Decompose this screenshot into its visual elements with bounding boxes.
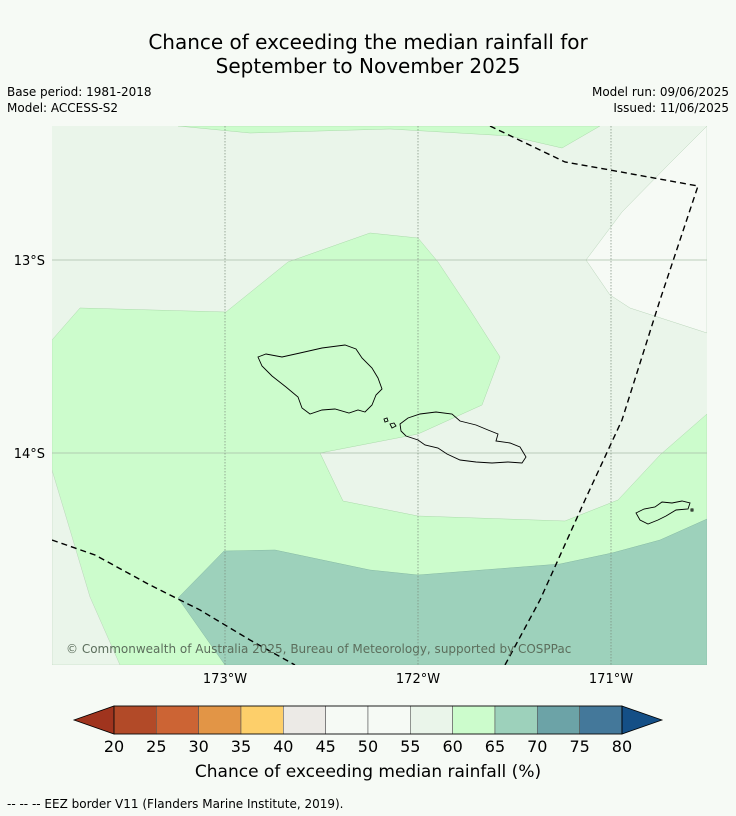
colorbar-ticks: 20 25 30 35 40 45 50 55 60 65 70 75 80 — [104, 737, 632, 756]
lon-label-172w: 172°W — [396, 672, 440, 687]
map-area: © Commonwealth of Australia 2025, Bureau… — [52, 126, 707, 665]
colorbar-segment — [367, 705, 411, 735]
islands — [257, 344, 694, 525]
model-text: Model: ACCESS-S2 — [7, 101, 119, 115]
colorbar-tick-label: 50 — [358, 737, 378, 756]
colorbar-tick-label: 65 — [485, 737, 505, 756]
eez-border — [52, 126, 699, 665]
colorbar-segment — [579, 705, 623, 735]
region-50-55 — [585, 126, 707, 334]
title-line-1: Chance of exceeding the median rainfall … — [148, 30, 588, 54]
title-line-2: September to November 2025 — [215, 54, 521, 78]
colorbar-tick-label: 25 — [146, 737, 166, 756]
aunuu-island — [690, 508, 694, 512]
colorbar-segment — [283, 705, 326, 735]
colorbar-label: Chance of exceeding median rainfall (%) — [194, 762, 542, 782]
base-period-text: Base period: 1981-2018 — [7, 85, 152, 99]
issued-text: Issued: 11/06/2025 — [613, 101, 729, 115]
region-65-70 — [177, 518, 707, 665]
meta-left: Base period: 1981-2018 Model: ACCESS-S2 — [7, 84, 152, 116]
lon-label-171w: 171°W — [589, 672, 633, 687]
eez-footnote: -- -- -- EEZ border V11 (Flanders Marine… — [7, 797, 344, 811]
tutuila-island — [635, 500, 691, 525]
colorbar-segment — [494, 705, 538, 735]
colorbar-segment — [452, 705, 496, 735]
axis-labels: 13°S 14°S 173°W 172°W 171°W — [14, 254, 634, 687]
colorbar-tick-label: 75 — [569, 737, 589, 756]
colorbar-outline — [113, 705, 623, 735]
colorbar-tick-label: 70 — [527, 737, 547, 756]
colorbar-segment — [536, 705, 580, 735]
apolima-island — [389, 422, 397, 429]
manono-island — [383, 417, 389, 423]
graticule — [52, 259, 707, 454]
colorbar-extend-low — [72, 705, 115, 735]
colorbar-extend-high — [621, 705, 664, 735]
region-55-60-southwest — [52, 469, 121, 665]
colorbar — [72, 705, 664, 735]
lat-label-14s: 14°S — [14, 447, 45, 462]
colorbar-tick-label: 20 — [104, 737, 124, 756]
copyright-text: © Commonwealth of Australia 2025, Bureau… — [66, 642, 571, 656]
colorbar-segment — [325, 705, 369, 735]
map-title: Chance of exceeding the median rainfall … — [0, 30, 736, 78]
upolu-island — [399, 411, 527, 464]
colorbar-segment — [156, 705, 199, 735]
meta-right: Model run: 09/06/2025 Issued: 11/06/2025 — [592, 84, 729, 116]
colorbar-tick-label: 80 — [612, 737, 632, 756]
colorbar-segment — [410, 705, 453, 735]
colorbar-tick-label: 35 — [231, 737, 251, 756]
colorbar-segment — [198, 705, 242, 735]
colorbar-tick-label: 40 — [273, 737, 293, 756]
region-60-65 — [52, 232, 707, 665]
colorbar-segment — [113, 705, 157, 735]
colorbar-segment — [240, 705, 284, 735]
colorbar-tick-label: 30 — [188, 737, 208, 756]
lat-label-13s: 13°S — [14, 254, 45, 269]
colorbar-tick-label: 55 — [400, 737, 420, 756]
colorbar-tick-label: 60 — [442, 737, 462, 756]
colorbar-tick-label: 45 — [315, 737, 335, 756]
model-run-text: Model run: 09/06/2025 — [591, 85, 729, 99]
savaii-island — [257, 344, 383, 415]
lon-label-173w: 173°W — [203, 672, 247, 687]
